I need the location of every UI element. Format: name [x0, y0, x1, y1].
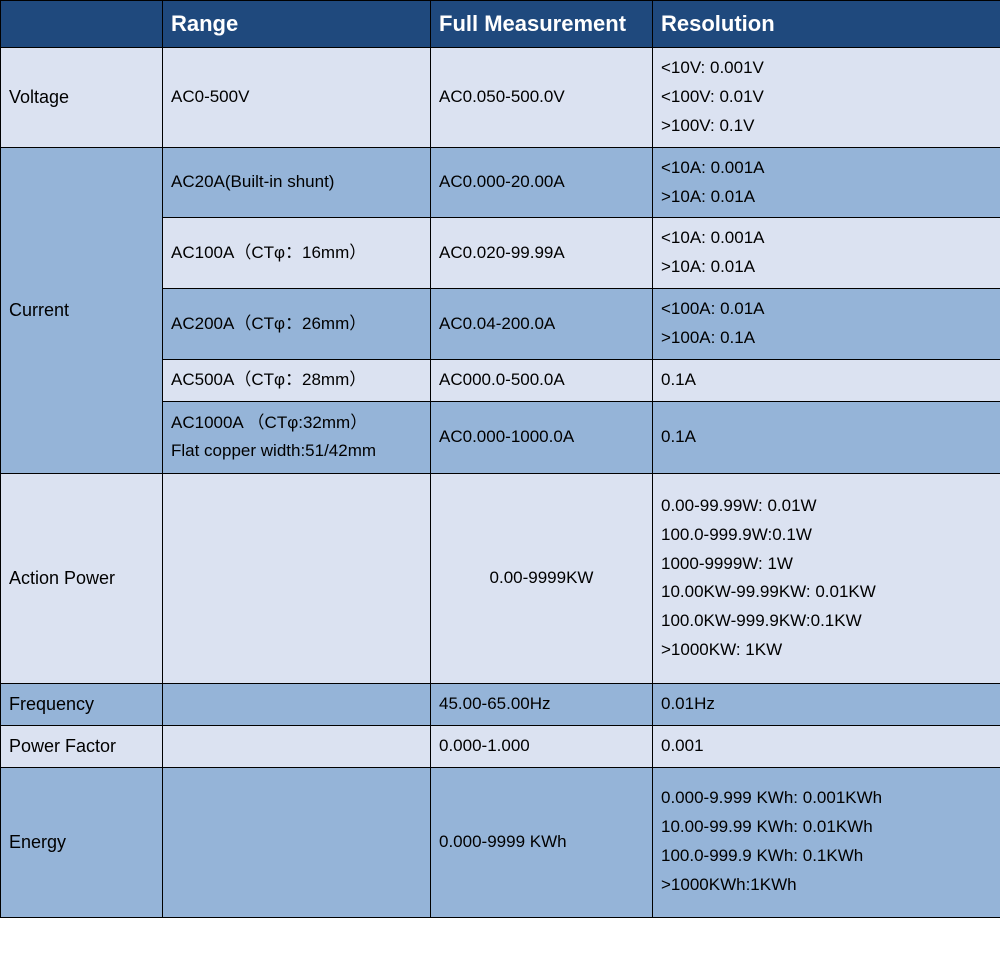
frequency-range [163, 683, 431, 725]
current-full-0: AC0.000-20.00A [431, 147, 653, 218]
header-full: Full Measurement [431, 1, 653, 48]
spec-table: Range Full Measurement Resolution Voltag… [0, 0, 1000, 918]
frequency-label: Frequency [1, 683, 163, 725]
current-range-1: AC100A（CTφ：16mm） [163, 218, 431, 289]
header-range: Range [163, 1, 431, 48]
header-blank [1, 1, 163, 48]
frequency-res: 0.01Hz [653, 683, 1000, 725]
energy-range [163, 767, 431, 917]
header-resolution: Resolution [653, 1, 1000, 48]
current-full-4: AC0.000-1000.0A [431, 401, 653, 473]
energy-full: 0.000-9999 KWh [431, 767, 653, 917]
current-range-3: AC500A（CTφ：28mm） [163, 360, 431, 402]
header-row: Range Full Measurement Resolution [1, 1, 1000, 48]
current-range-2: AC200A（CTφ：26mm） [163, 289, 431, 360]
power-factor-full: 0.000-1.000 [431, 725, 653, 767]
current-res-0: <10A: 0.001A>10A: 0.01A [653, 147, 1000, 218]
row-energy: Energy 0.000-9999 KWh 0.000-9.999 KWh: 0… [1, 767, 1000, 917]
current-res-3: 0.1A [653, 360, 1000, 402]
action-power-res: 0.00-99.99W: 0.01W100.0-999.9W:0.1W1000-… [653, 473, 1000, 683]
power-factor-res: 0.001 [653, 725, 1000, 767]
power-factor-range [163, 725, 431, 767]
current-res-2: <100A: 0.01A>100A: 0.1A [653, 289, 1000, 360]
voltage-label: Voltage [1, 48, 163, 148]
voltage-resolution: <10V: 0.001V<100V: 0.01V>100V: 0.1V [653, 48, 1000, 148]
action-power-full: 0.00-9999KW [431, 473, 653, 683]
current-range-0: AC20A(Built-in shunt) [163, 147, 431, 218]
current-full-3: AC000.0-500.0A [431, 360, 653, 402]
current-label: Current [1, 147, 163, 473]
energy-res: 0.000-9.999 KWh: 0.001KWh10.00-99.99 KWh… [653, 767, 1000, 917]
current-full-2: AC0.04-200.0A [431, 289, 653, 360]
row-frequency: Frequency 45.00-65.00Hz 0.01Hz [1, 683, 1000, 725]
current-res-4: 0.1A [653, 401, 1000, 473]
current-res-1: <10A: 0.001A>10A: 0.01A [653, 218, 1000, 289]
power-factor-label: Power Factor [1, 725, 163, 767]
current-range-4: AC1000A （CTφ:32mm）Flat copper width:51/4… [163, 401, 431, 473]
frequency-full: 45.00-65.00Hz [431, 683, 653, 725]
current-full-1: AC0.020-99.99A [431, 218, 653, 289]
action-power-label: Action Power [1, 473, 163, 683]
voltage-range: AC0-500V [163, 48, 431, 148]
row-current-0: Current AC20A(Built-in shunt) AC0.000-20… [1, 147, 1000, 218]
energy-label: Energy [1, 767, 163, 917]
row-voltage: Voltage AC0-500V AC0.050-500.0V <10V: 0.… [1, 48, 1000, 148]
row-action-power: Action Power 0.00-9999KW 0.00-99.99W: 0.… [1, 473, 1000, 683]
row-power-factor: Power Factor 0.000-1.000 0.001 [1, 725, 1000, 767]
action-power-range [163, 473, 431, 683]
voltage-full: AC0.050-500.0V [431, 48, 653, 148]
